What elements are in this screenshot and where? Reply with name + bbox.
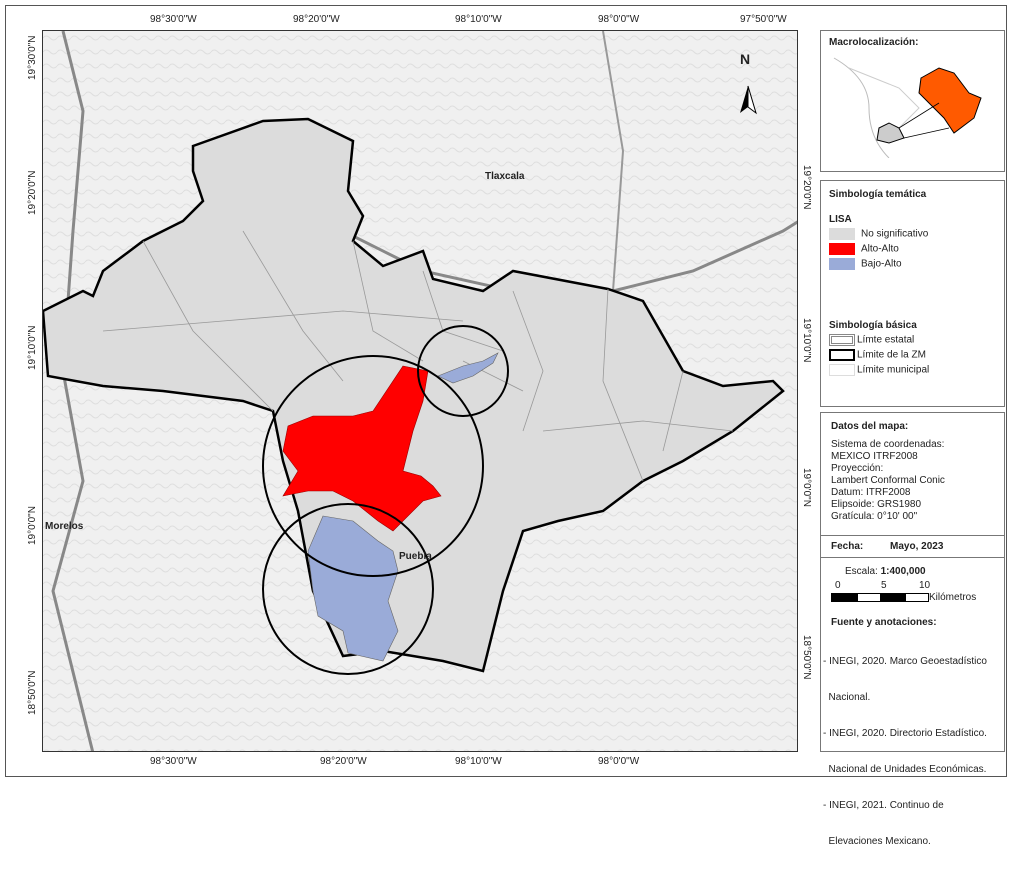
cluster-circle [262,355,484,577]
place-label-puebla: Puebla [399,551,432,562]
coord-bottom: 98°30'0"W [150,756,197,767]
scale-tick: 10 [919,580,931,591]
map-svg [43,31,797,751]
swatch-zm-limit [829,349,855,361]
coord-top: 97°50'0"W [740,14,787,25]
state-boundary [602,31,625,292]
swatch-alto-alto [829,243,855,255]
source-line: - INEGI, 2021. Continuo de [823,800,944,811]
map-data-line: Sistema de coordenadas: [831,439,945,450]
coord-top: 98°20'0"W [293,14,340,25]
legend-item: No significativo [829,228,996,240]
legend-label: No significativo [861,228,929,240]
coord-left: 19°10'0"N [27,325,38,371]
macro-title: Macrolocalización: [829,37,919,48]
swatch-state-limit [829,334,855,346]
map-data-line: Gratícula: 0°10' 00" [831,511,918,522]
basic-legend-title: Simbología básica [829,320,917,331]
north-arrow-icon [740,85,757,115]
legend-item: Alto-Alto [829,243,996,255]
swatch-municipal-limit [829,364,855,376]
legend-label: Alto-Alto [861,243,899,255]
coord-right: 19°10'0"N [801,318,812,363]
coord-top: 98°10'0"W [455,14,502,25]
sources-title: Fuente y anotaciones: [831,617,937,628]
scale-label: Escala: [845,566,878,577]
coord-left: 18°50'0"N [27,670,38,716]
coord-right: 19°20'0"N [801,165,812,210]
place-label-tlaxcala: Tlaxcala [485,171,525,182]
coord-right: 19°0'0"N [801,468,812,507]
cluster-circle [262,503,434,675]
bajo-alto-region [307,515,399,662]
alto-alto-region [282,365,442,532]
scale-bar: Kilómetros [831,592,994,603]
date-value: Mayo, 2023 [890,541,944,552]
cluster-circle [417,325,509,417]
swatch-bajo-alto [829,258,855,270]
coord-top: 98°0'0"W [598,14,640,25]
map-canvas[interactable]: N Tlaxcala Puebla Morelos [42,30,798,752]
date-label: Fecha: [831,541,864,552]
legend-panel: Simbología temática LISA No significativ… [820,180,1005,407]
legend-item: Bajo-Alto [829,258,996,270]
legend-item: Límite de la ZM [829,349,996,361]
coord-bottom: 98°20'0"W [320,756,367,767]
coord-bottom: 98°10'0"W [455,756,502,767]
scale-tick: 0 [835,580,841,591]
coord-left: 19°30'0"N [27,35,38,81]
thematic-legend-title: Simbología temática [829,189,927,200]
legend-item: Límite municipal [829,364,996,376]
legend-item: Límte estatal [829,334,996,346]
coord-left: 19°20'0"N [27,170,38,216]
coord-top: 98°30'0"W [150,14,197,25]
north-arrow-label: N [740,51,751,67]
macro-inset-map [833,57,982,159]
source-line: Nacional. [823,692,871,703]
coord-bottom: 98°0'0"W [598,756,640,767]
legend-label: Límite municipal [857,364,930,376]
scale-tick: 5 [881,580,887,591]
legend-label: Límite de la ZM [857,349,926,361]
map-data-line: Lambert Conformal Conic [831,475,945,486]
source-line: - INEGI, 2020. Marco Geoestadístico [823,656,987,667]
bajo-alto-region [437,352,499,384]
legend-label: Límte estatal [857,334,915,346]
map-data-line: Proyección: [831,463,884,474]
scale-unit: Kilómetros [929,592,977,603]
map-info-panel: Datos del mapa: Sistema de coordenadas: … [820,412,1005,847]
legend-label: Bajo-Alto [861,258,902,270]
coord-right: 18°50'0"N [801,635,812,680]
place-label-morelos: Morelos [45,521,84,532]
map-data-line: Datum: ITRF2008 [831,487,911,498]
coord-left: 19°0'0"N [27,506,38,545]
lisa-title: LISA [829,214,852,225]
map-data-line: Elipsoide: GRS1980 [831,499,922,510]
source-line: Nacional de Unidades Económicas. [823,764,987,775]
swatch-no-significativo [829,228,855,240]
map-data-line: MEXICO ITRF2008 [831,451,918,462]
macro-location-panel: Macrolocalización: [820,30,1005,172]
scale-value: 1:400,000 [880,566,926,577]
source-line: Elevaciones Mexicano. [823,836,931,847]
map-data-title: Datos del mapa: [831,421,909,432]
source-line: - INEGI, 2020. Directorio Estadístico. [823,728,987,739]
